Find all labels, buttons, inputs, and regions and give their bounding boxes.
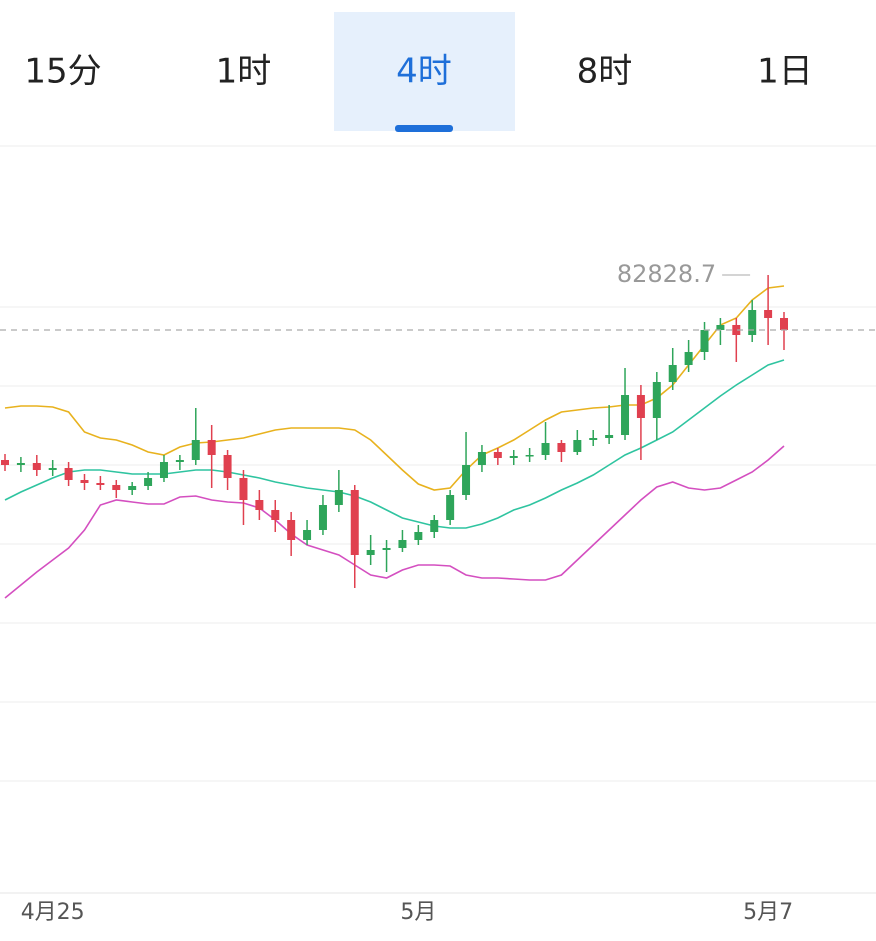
- tab[interactable]: 1时: [216, 52, 272, 92]
- tab[interactable]: 8时: [577, 52, 633, 92]
- candle-body: [668, 365, 677, 382]
- candle-body: [462, 465, 471, 495]
- candle-body: [446, 495, 455, 520]
- candle-body: [32, 463, 41, 470]
- candle-body: [636, 395, 645, 418]
- band-line: [4, 359, 785, 529]
- candle-body: [700, 330, 709, 352]
- candle-body: [780, 318, 788, 330]
- candle-body: [732, 325, 741, 335]
- candle-body: [1, 460, 9, 465]
- candle-body: [287, 520, 296, 540]
- candle-body: [493, 452, 502, 458]
- tab-label: 8时: [577, 52, 633, 92]
- x-tick-label: 4月25: [21, 900, 85, 925]
- candle-body: [477, 452, 486, 465]
- candle-body: [652, 382, 661, 418]
- plot-area: 4月25 5月 5月7 82828.7: [0, 260, 876, 925]
- candle-body: [64, 468, 73, 480]
- candle-body: [191, 440, 200, 460]
- band-line: [4, 285, 785, 491]
- candle-body: [48, 468, 57, 470]
- candle-body: [557, 443, 566, 452]
- candle-body: [621, 395, 630, 435]
- candle-body: [255, 500, 264, 510]
- candle-body: [716, 325, 725, 330]
- candle-body: [509, 456, 518, 458]
- tab[interactable]: 4时: [334, 12, 515, 132]
- candle-body: [223, 455, 232, 478]
- candle-body: [96, 483, 105, 485]
- candle-body: [159, 462, 168, 478]
- max-high-label: 82828.7: [617, 260, 716, 288]
- candle-body: [589, 438, 598, 440]
- candle-body: [318, 505, 327, 530]
- candle-body: [175, 460, 184, 462]
- tab-indicator: [395, 125, 453, 132]
- candle-body: [144, 478, 153, 486]
- candle-body: [748, 310, 757, 335]
- candle-body: [525, 455, 534, 457]
- tab[interactable]: 1日: [757, 52, 813, 92]
- candle-body: [239, 478, 248, 500]
- candle-body: [366, 550, 375, 555]
- tab-label: 1时: [216, 52, 272, 92]
- candle-body: [382, 548, 391, 550]
- band-line: [4, 445, 785, 599]
- candle-body: [573, 440, 582, 452]
- x-tick-label: 5月: [400, 900, 436, 925]
- tab-label: 15分: [24, 52, 101, 92]
- candle-body: [80, 480, 89, 483]
- tab-highlight: [334, 12, 515, 131]
- candle-body: [16, 463, 25, 465]
- tab[interactable]: 15分: [24, 52, 101, 92]
- candle-body: [207, 440, 216, 455]
- candle-body: [541, 443, 550, 455]
- candle-body: [334, 490, 343, 505]
- candle-body: [605, 435, 614, 438]
- candle-body: [271, 510, 280, 520]
- candle-body: [414, 532, 423, 540]
- candle-body: [398, 540, 407, 548]
- tab-label: 4时: [396, 52, 452, 92]
- x-tick-label: 5月7: [743, 900, 793, 925]
- tab-label: 1日: [757, 52, 813, 92]
- candle-body: [430, 520, 439, 532]
- candle-body: [303, 530, 312, 540]
- timeframe-tabs: 15分 1时 4时 8时 1日: [24, 12, 813, 132]
- candle-body: [764, 310, 773, 318]
- candle-body: [128, 486, 137, 490]
- candle-body: [350, 490, 359, 555]
- candle-body: [684, 352, 693, 365]
- candle-body: [112, 485, 121, 490]
